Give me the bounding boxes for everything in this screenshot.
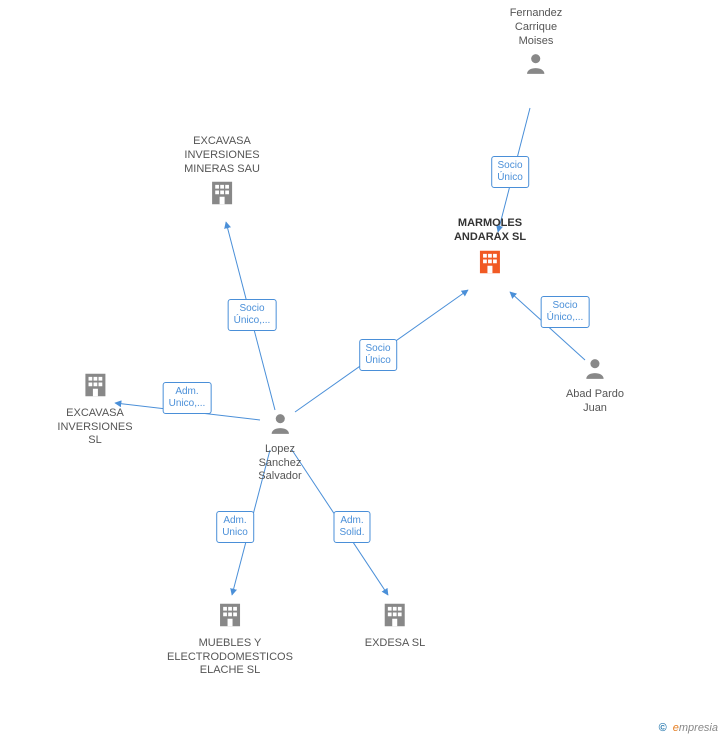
company-node[interactable]: EXDESA SL [365,600,426,651]
person-node[interactable]: FernandezCarriqueMoises [510,5,563,81]
node-label: MARMOLESANDARAX SL [454,217,526,245]
building-icon [167,600,293,635]
node-label: EXDESA SL [365,637,426,651]
edge-label: SocioÚnico [359,339,397,371]
edge-label: Adm.Unico [216,511,254,543]
node-label: EXCAVASAINVERSIONESSL [57,407,132,448]
node-label: MUEBLES YELECTRODOMESTICOSELACHE SL [167,637,293,678]
edge-label: SocioÚnico,... [228,299,277,331]
company-node[interactable]: EXCAVASAINVERSIONESSL [57,370,132,448]
building-icon [184,178,260,213]
person-icon [510,50,563,81]
copyright: © empresia [659,722,718,734]
edge-label: Adm.Unico,... [163,382,212,414]
company-node[interactable]: EXCAVASAINVERSIONESMINERAS SAU [184,133,260,213]
building-icon [454,247,526,282]
company-node[interactable]: MUEBLES YELECTRODOMESTICOSELACHE SL [167,600,293,678]
person-node[interactable]: Abad PardoJuan [566,355,624,415]
node-label: LopezSanchezSalvador [258,443,301,484]
building-icon [365,600,426,635]
building-icon [57,370,132,405]
node-label: FernandezCarriqueMoises [510,7,563,48]
node-label: Abad PardoJuan [566,388,624,416]
edge-label: SocioÚnico,... [541,296,590,328]
company-node[interactable]: MARMOLESANDARAX SL [454,215,526,281]
copyright-symbol: © [659,722,667,734]
person-icon [566,355,624,386]
brand-rest: mpresia [679,722,718,734]
edge-label: SocioÚnico [491,156,529,188]
edge-label: Adm.Solid. [333,511,370,543]
node-label: EXCAVASAINVERSIONESMINERAS SAU [184,135,260,176]
person-icon [258,410,301,441]
person-node[interactable]: LopezSanchezSalvador [258,410,301,484]
